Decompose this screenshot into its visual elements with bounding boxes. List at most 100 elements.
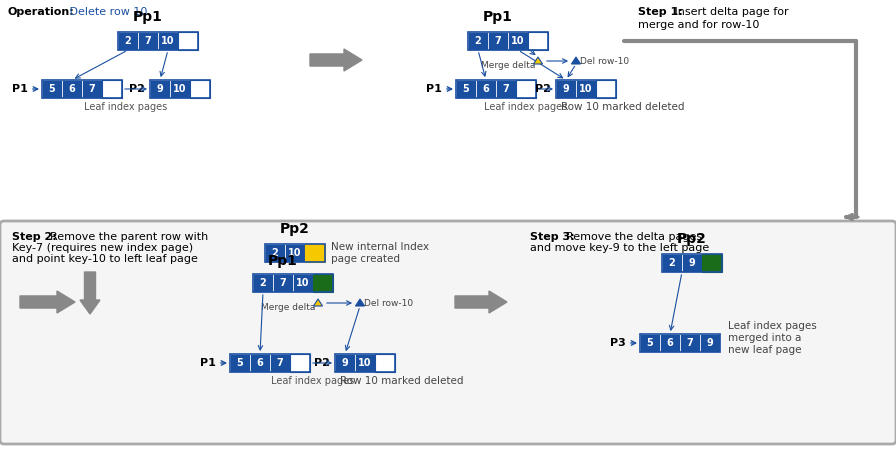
Text: 2: 2: [271, 248, 279, 258]
Bar: [170, 80, 190, 98]
Bar: [576, 80, 596, 98]
FancyBboxPatch shape: [0, 221, 896, 444]
Bar: [118, 32, 138, 50]
Bar: [42, 80, 62, 98]
Text: Row 10 marked deleted: Row 10 marked deleted: [561, 102, 685, 112]
Bar: [253, 274, 273, 292]
Text: 7: 7: [144, 36, 151, 46]
Bar: [42, 80, 122, 98]
Text: Pp2: Pp2: [677, 232, 707, 246]
Bar: [682, 254, 702, 272]
Text: merge and for row-10: merge and for row-10: [638, 20, 760, 30]
Text: Insert delta page for: Insert delta page for: [671, 7, 788, 17]
Text: 7: 7: [503, 84, 509, 94]
Text: P3: P3: [610, 338, 626, 348]
Polygon shape: [356, 299, 365, 306]
Text: 2: 2: [260, 278, 266, 288]
Bar: [355, 354, 375, 372]
FancyArrow shape: [310, 49, 362, 71]
Text: 5: 5: [237, 358, 244, 368]
Text: Step 1:: Step 1:: [638, 7, 683, 17]
Bar: [138, 32, 158, 50]
Bar: [702, 254, 722, 272]
Text: 6: 6: [667, 338, 674, 348]
Bar: [265, 244, 285, 262]
Text: Remove the delta pages: Remove the delta pages: [566, 232, 702, 242]
Text: 2: 2: [475, 36, 481, 46]
Text: 9: 9: [707, 338, 713, 348]
Text: 9: 9: [157, 84, 163, 94]
Bar: [468, 32, 548, 50]
FancyArrow shape: [80, 272, 100, 314]
Text: P1: P1: [426, 84, 442, 94]
Bar: [516, 80, 536, 98]
Bar: [118, 32, 198, 50]
Text: 10: 10: [579, 84, 593, 94]
Text: 9: 9: [341, 358, 349, 368]
Bar: [290, 354, 310, 372]
Text: Leaf index pages
merged into a
new leaf page: Leaf index pages merged into a new leaf …: [728, 321, 817, 355]
Text: 7: 7: [686, 338, 694, 348]
Bar: [62, 80, 82, 98]
Bar: [150, 80, 170, 98]
Bar: [680, 334, 700, 352]
FancyArrow shape: [20, 291, 75, 313]
Text: Leaf index pages: Leaf index pages: [485, 102, 568, 112]
Bar: [250, 354, 270, 372]
Text: New internal Index
page created: New internal Index page created: [331, 242, 429, 264]
Text: Row 10 marked deleted: Row 10 marked deleted: [340, 376, 463, 386]
Text: 9: 9: [563, 84, 569, 94]
Text: Merge delta: Merge delta: [261, 302, 315, 311]
Bar: [158, 32, 178, 50]
Bar: [178, 32, 198, 50]
Text: 7: 7: [89, 84, 95, 94]
Bar: [285, 244, 305, 262]
Bar: [640, 334, 660, 352]
Text: 6: 6: [69, 84, 75, 94]
Bar: [190, 80, 210, 98]
Bar: [273, 274, 293, 292]
Bar: [305, 244, 325, 262]
Text: 10: 10: [161, 36, 175, 46]
Bar: [82, 80, 102, 98]
Bar: [700, 334, 720, 352]
Text: Merge delta: Merge delta: [480, 60, 535, 69]
Text: 7: 7: [280, 278, 287, 288]
Text: P1: P1: [200, 358, 216, 368]
Bar: [293, 274, 313, 292]
Polygon shape: [314, 299, 323, 306]
Text: Operation:: Operation:: [8, 7, 74, 17]
Text: and point key-10 to left leaf page: and point key-10 to left leaf page: [12, 254, 198, 264]
FancyArrow shape: [455, 291, 507, 313]
Bar: [102, 80, 122, 98]
Bar: [253, 274, 333, 292]
Bar: [662, 254, 722, 272]
Text: 10: 10: [173, 84, 186, 94]
Text: 9: 9: [689, 258, 695, 268]
Text: P2: P2: [535, 84, 551, 94]
Text: Leaf index pages: Leaf index pages: [271, 376, 354, 386]
Text: 10: 10: [358, 358, 372, 368]
Bar: [528, 32, 548, 50]
Bar: [660, 334, 680, 352]
Polygon shape: [533, 57, 543, 64]
Bar: [662, 254, 682, 272]
Bar: [488, 32, 508, 50]
Text: and move key-9 to the left page: and move key-9 to the left page: [530, 243, 710, 253]
Text: Step 2:: Step 2:: [12, 232, 56, 242]
Bar: [270, 354, 290, 372]
Bar: [508, 32, 528, 50]
Text: 6: 6: [483, 84, 489, 94]
Text: Pp1: Pp1: [268, 254, 298, 268]
Text: 2: 2: [668, 258, 676, 268]
Polygon shape: [572, 57, 581, 64]
Bar: [230, 354, 310, 372]
Text: Key-7 (requires new index page): Key-7 (requires new index page): [12, 243, 194, 253]
Text: Del row-10: Del row-10: [364, 298, 413, 307]
Bar: [230, 354, 250, 372]
Text: Del row-10: Del row-10: [580, 57, 629, 66]
Bar: [335, 354, 395, 372]
Bar: [476, 80, 496, 98]
Bar: [335, 354, 355, 372]
Bar: [596, 80, 616, 98]
